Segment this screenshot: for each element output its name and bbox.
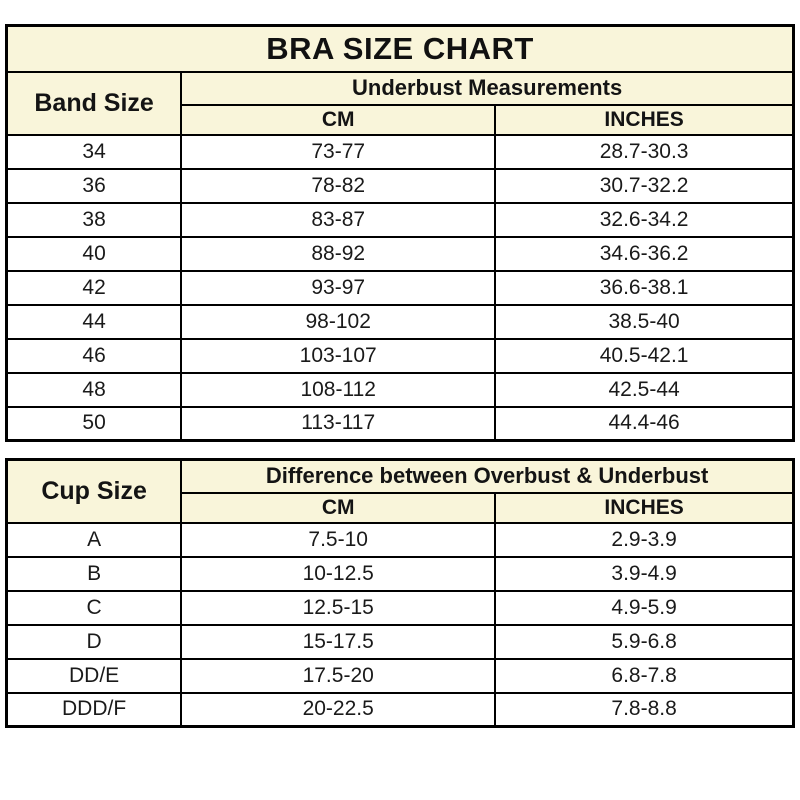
cm-range: 93-97 <box>180 269 497 306</box>
table-row: D 15-17.5 5.9-6.8 <box>5 623 795 660</box>
band-size-header: Band Size <box>5 70 183 136</box>
table-row: A 7.5-10 2.9-3.9 <box>5 521 795 558</box>
inches-range: 32.6-34.2 <box>494 201 795 238</box>
underbust-group-header: Underbust Measurements <box>180 70 795 106</box>
cup-value: C <box>5 589 183 626</box>
cm-range: 78-82 <box>180 167 497 204</box>
table-row: 34 73-77 28.7-30.3 <box>5 133 795 170</box>
cup-value: DDD/F <box>5 691 183 728</box>
inches-range: 5.9-6.8 <box>494 623 795 660</box>
inches-range: 6.8-7.8 <box>494 657 795 694</box>
table-row: 42 93-97 36.6-38.1 <box>5 269 795 306</box>
cm-range: 98-102 <box>180 303 497 340</box>
inches-range: 4.9-5.9 <box>494 589 795 626</box>
table-row: 38 83-87 32.6-34.2 <box>5 201 795 238</box>
cup-value: B <box>5 555 183 592</box>
inches-range: 44.4-46 <box>494 405 795 442</box>
band-size-table: BRA SIZE CHART Band Size Underbust Measu… <box>5 24 795 442</box>
cm-column-header: CM <box>180 103 497 136</box>
cup-value: DD/E <box>5 657 183 694</box>
cm-range: 83-87 <box>180 201 497 238</box>
band-value: 38 <box>5 201 183 238</box>
title-row: BRA SIZE CHART <box>5 24 795 73</box>
table-row: 36 78-82 30.7-32.2 <box>5 167 795 204</box>
group-header-row: Band Size Underbust Measurements <box>5 70 795 136</box>
band-value: 48 <box>5 371 183 408</box>
band-value: 34 <box>5 133 183 170</box>
inches-range: 3.9-4.9 <box>494 555 795 592</box>
cm-range: 20-22.5 <box>180 691 497 728</box>
cup-value: D <box>5 623 183 660</box>
inches-range: 2.9-3.9 <box>494 521 795 558</box>
cm-range: 10-12.5 <box>180 555 497 592</box>
table-row: 40 88-92 34.6-36.2 <box>5 235 795 272</box>
band-value: 46 <box>5 337 183 374</box>
difference-group-header: Difference between Overbust & Underbust <box>180 458 795 494</box>
table-row: 50 113-117 44.4-46 <box>5 405 795 442</box>
table-row: DDD/F 20-22.5 7.8-8.8 <box>5 691 795 728</box>
cm-range: 108-112 <box>180 371 497 408</box>
table-row: B 10-12.5 3.9-4.9 <box>5 555 795 592</box>
group-header-row: Cup Size Difference between Overbust & U… <box>5 458 795 524</box>
inches-range: 30.7-32.2 <box>494 167 795 204</box>
cm-range: 113-117 <box>180 405 497 442</box>
table-row: 48 108-112 42.5-44 <box>5 371 795 408</box>
inches-column-header: INCHES <box>494 491 795 524</box>
inches-range: 28.7-30.3 <box>494 133 795 170</box>
band-value: 36 <box>5 167 183 204</box>
inches-range: 36.6-38.1 <box>494 269 795 306</box>
page-title: BRA SIZE CHART <box>5 24 795 73</box>
column-header-row: CM INCHES <box>7 103 795 136</box>
cm-range: 88-92 <box>180 235 497 272</box>
inches-range: 34.6-36.2 <box>494 235 795 272</box>
cm-range: 73-77 <box>180 133 497 170</box>
table-row: 44 98-102 38.5-40 <box>5 303 795 340</box>
inches-range: 42.5-44 <box>494 371 795 408</box>
cm-range: 103-107 <box>180 337 497 374</box>
cm-column-header: CM <box>180 491 497 524</box>
inches-column-header: INCHES <box>494 103 795 136</box>
band-value: 44 <box>5 303 183 340</box>
cm-range: 15-17.5 <box>180 623 497 660</box>
column-header-row: CM INCHES <box>7 491 795 524</box>
cup-value: A <box>5 521 183 558</box>
cm-range: 12.5-15 <box>180 589 497 626</box>
cup-size-table: Cup Size Difference between Overbust & U… <box>5 458 795 728</box>
table-row: C 12.5-15 4.9-5.9 <box>5 589 795 626</box>
band-value: 42 <box>5 269 183 306</box>
inches-range: 40.5-42.1 <box>494 337 795 374</box>
band-value: 50 <box>5 405 183 442</box>
table-row: 46 103-107 40.5-42.1 <box>5 337 795 374</box>
band-value: 40 <box>5 235 183 272</box>
cm-range: 7.5-10 <box>180 521 497 558</box>
cup-size-header: Cup Size <box>5 458 183 524</box>
table-row: DD/E 17.5-20 6.8-7.8 <box>5 657 795 694</box>
cm-range: 17.5-20 <box>180 657 497 694</box>
inches-range: 38.5-40 <box>494 303 795 340</box>
inches-range: 7.8-8.8 <box>494 691 795 728</box>
